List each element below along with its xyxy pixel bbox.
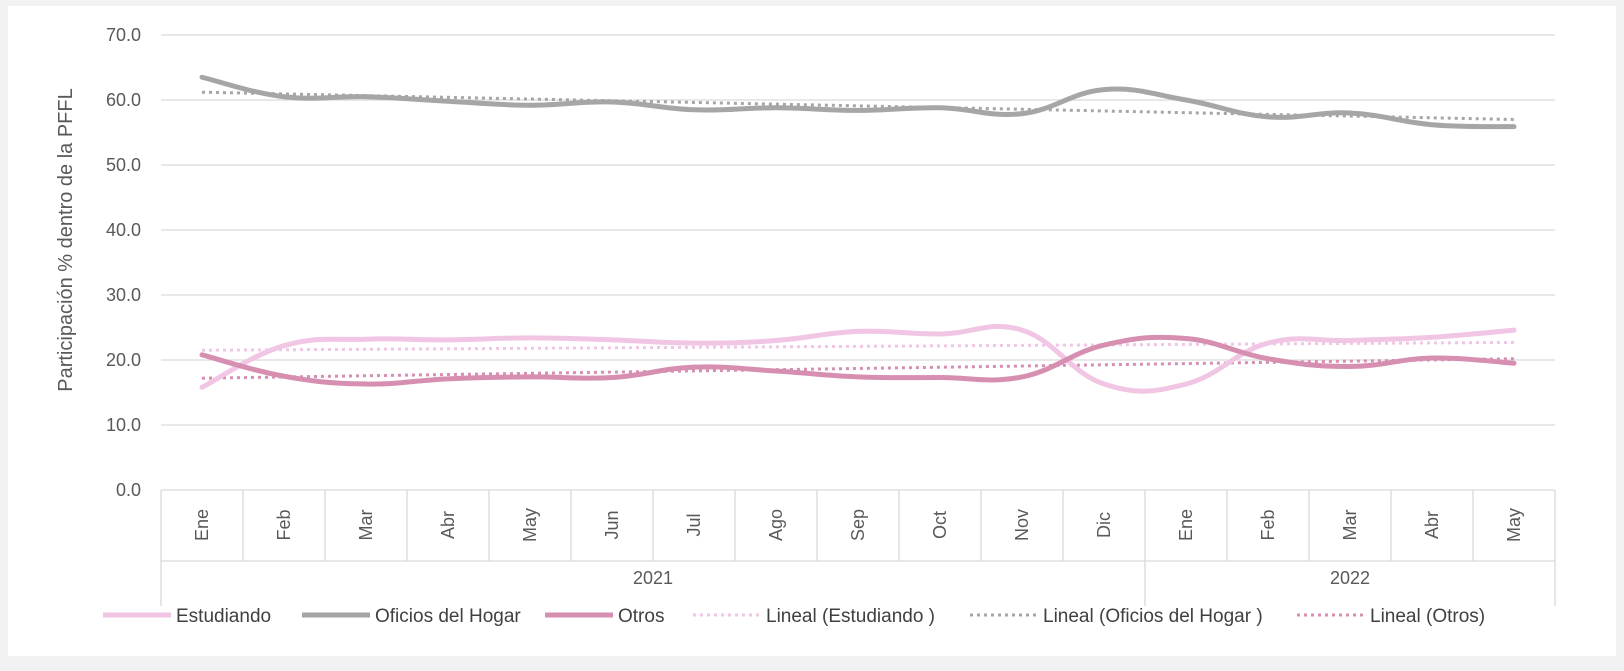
y-tick-label: 40.0 bbox=[106, 220, 141, 240]
legend: Estudiando Oficios del Hogar Otros Lineal (… bbox=[103, 606, 1485, 627]
trend-line bbox=[201, 340, 1515, 352]
x-tick-label: Feb bbox=[1258, 509, 1278, 540]
x-tick-label: Mar bbox=[356, 509, 376, 540]
y-tick-label: 70.0 bbox=[106, 25, 141, 45]
line-chart: 0.0 10.0 20.0 30.0 40.0 50.0 60.0 70.0 Ene Feb Mar… bbox=[55, 25, 1556, 627]
x-tick-label: May bbox=[1504, 508, 1524, 542]
year-group-label: 2022 bbox=[1330, 568, 1370, 588]
x-tick-label: Jul bbox=[684, 513, 704, 536]
legend-label: Lineal (Oficios del Hogar ) bbox=[1043, 606, 1263, 627]
y-tick-label: 0.0 bbox=[116, 480, 141, 500]
x-tick-label: Mar bbox=[1340, 509, 1360, 540]
legend-label: Lineal (Otros) bbox=[1370, 606, 1485, 627]
x-tick-label: Nov bbox=[1012, 509, 1032, 541]
series-line bbox=[199, 74, 1517, 130]
x-tick-label: Abr bbox=[438, 511, 458, 539]
x-tick-label: Sep bbox=[848, 509, 868, 541]
x-tick-label: Ene bbox=[1176, 509, 1196, 541]
x-tick-label: Abr bbox=[1422, 511, 1442, 539]
series-line bbox=[199, 334, 1517, 387]
x-tick-label: Jun bbox=[602, 510, 622, 539]
legend-label: Otros bbox=[618, 606, 664, 627]
x-tick-label: Dic bbox=[1094, 512, 1114, 538]
legend-label: Lineal (Estudiando ) bbox=[766, 606, 935, 627]
y-tick-label: 60.0 bbox=[106, 90, 141, 110]
trendlines bbox=[201, 90, 1515, 380]
gridlines bbox=[161, 34, 1555, 491]
x-tick-label: Feb bbox=[274, 509, 294, 540]
legend-label: Oficios del Hogar bbox=[375, 606, 521, 627]
legend-label: Estudiando bbox=[176, 606, 271, 627]
axes: 0.0 10.0 20.0 30.0 40.0 50.0 60.0 70.0 Ene Feb Mar… bbox=[106, 25, 1556, 606]
year-group-label: 2021 bbox=[633, 568, 673, 588]
x-tick-label: Oct bbox=[930, 511, 950, 539]
y-tick-label: 20.0 bbox=[106, 350, 141, 370]
y-axis-title: Participación % dentro de la PFFL bbox=[55, 88, 77, 392]
y-tick-label: 30.0 bbox=[106, 285, 141, 305]
series-lines bbox=[199, 74, 1517, 394]
x-tick-label: Ago bbox=[766, 509, 786, 541]
chart-container: 0.0 10.0 20.0 30.0 40.0 50.0 60.0 70.0 Ene Feb Mar… bbox=[8, 6, 1616, 656]
series-line bbox=[199, 323, 1517, 394]
y-tick-label: 50.0 bbox=[106, 155, 141, 175]
y-tick-label: 10.0 bbox=[106, 415, 141, 435]
x-tick-label: Ene bbox=[192, 509, 212, 541]
x-tick-label: May bbox=[520, 508, 540, 542]
